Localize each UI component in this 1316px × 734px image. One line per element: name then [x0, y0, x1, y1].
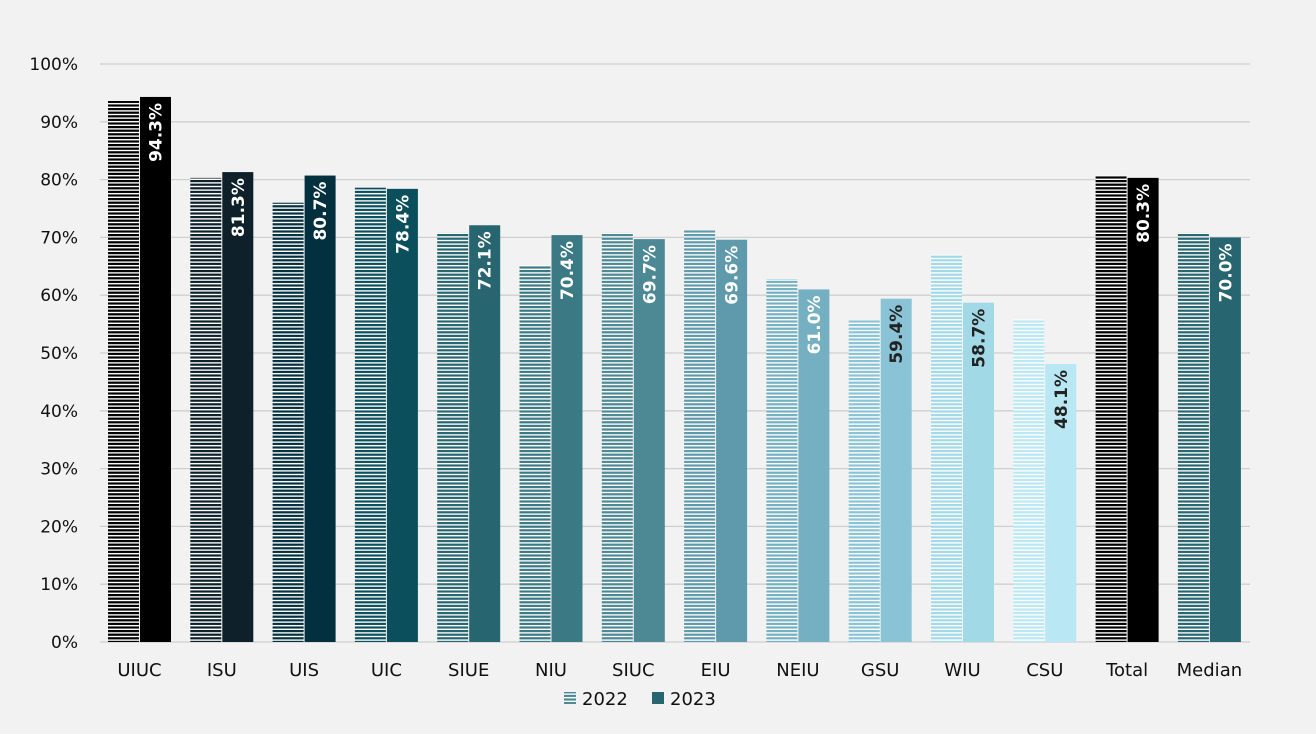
x-category-label: UIUC: [117, 660, 161, 681]
x-category-label: SIUC: [612, 660, 654, 681]
x-category-label: EIU: [701, 660, 731, 681]
bar-2023: [880, 298, 912, 642]
bar-2022: [1013, 319, 1045, 642]
bar-2022: [437, 232, 469, 642]
bar-2023: [469, 225, 501, 642]
bar-2022: [1177, 232, 1209, 642]
bar-2022: [601, 232, 633, 642]
bar-2023: [140, 96, 171, 643]
legend: 2022 2023: [564, 689, 716, 710]
bar-2022: [354, 187, 386, 642]
bar-2023: [716, 239, 748, 642]
data-label-2023: 80.3%: [1134, 184, 1154, 243]
data-label-2023: 61.0%: [805, 295, 825, 354]
bar-2023: [551, 235, 583, 642]
y-tick-label: 90%: [40, 113, 78, 133]
legend-swatch-2023: [652, 692, 664, 704]
bar-2023: [798, 289, 830, 642]
y-tick-label: 10%: [40, 575, 78, 595]
legend-label-2022: 2022: [582, 689, 628, 710]
x-category-label: ISU: [207, 660, 237, 681]
y-tick-label: 100%: [29, 55, 78, 75]
bar-2022: [931, 254, 962, 643]
legend-label-2023: 2023: [670, 689, 716, 710]
bar-2023: [1045, 363, 1077, 642]
bar-2022: [190, 177, 222, 642]
bar-2023: [304, 175, 336, 642]
data-label-2023: 94.3%: [147, 103, 167, 162]
data-label-2023: 69.7%: [640, 245, 660, 304]
y-tick-label: 60%: [40, 286, 78, 306]
x-category-label: NEIU: [776, 660, 819, 681]
data-label-2023: 81.3%: [229, 178, 249, 237]
data-label-2023: 58.7%: [970, 309, 990, 368]
legend-swatch-2022: [564, 692, 576, 704]
data-label-2023: 59.4%: [887, 305, 907, 364]
x-category-label: Median: [1177, 660, 1242, 681]
data-label-2023: 70.0%: [1216, 243, 1236, 302]
bar-2022: [272, 202, 304, 642]
y-tick-label: 70%: [40, 228, 78, 248]
data-label-2023: 48.1%: [1052, 370, 1072, 429]
bar-2023: [386, 188, 418, 642]
x-category-label: UIC: [371, 660, 402, 681]
y-tick-label: 20%: [40, 517, 78, 537]
x-category-label: SIUE: [448, 660, 489, 681]
x-category-label: WIU: [944, 660, 980, 681]
y-tick-label: 50%: [40, 344, 78, 364]
x-category-label: Total: [1105, 660, 1148, 681]
x-category-label: UIS: [289, 660, 319, 681]
x-category-label: CSU: [1026, 660, 1063, 681]
bar-2022: [848, 320, 880, 642]
bar-2022: [766, 279, 798, 642]
data-label-2023: 80.7%: [311, 182, 331, 241]
y-tick-label: 0%: [51, 633, 78, 653]
bar-2023: [633, 239, 665, 642]
y-tick-label: 30%: [40, 460, 78, 480]
y-tick-label: 40%: [40, 402, 78, 422]
data-label-2023: 72.1%: [476, 231, 496, 290]
bar-2022: [519, 265, 551, 642]
data-label-2023: 70.4%: [558, 241, 578, 300]
bar-2023: [222, 172, 254, 642]
bar-2023: [1127, 177, 1159, 642]
x-category-label: GSU: [861, 660, 900, 681]
bar-2023: [1209, 237, 1241, 642]
data-label-2023: 69.6%: [723, 246, 743, 305]
bar-2023: [963, 302, 994, 642]
bar-2022: [108, 100, 139, 642]
bar-2022: [684, 229, 716, 643]
x-category-label: NIU: [535, 660, 567, 681]
data-label-2023: 78.4%: [393, 195, 413, 254]
y-tick-label: 80%: [40, 171, 78, 191]
bar-2022: [1095, 175, 1127, 642]
